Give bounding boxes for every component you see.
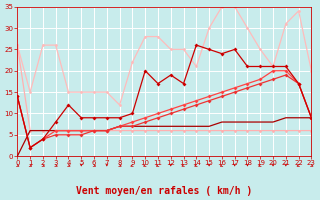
X-axis label: Vent moyen/en rafales ( km/h ): Vent moyen/en rafales ( km/h )	[76, 186, 252, 196]
